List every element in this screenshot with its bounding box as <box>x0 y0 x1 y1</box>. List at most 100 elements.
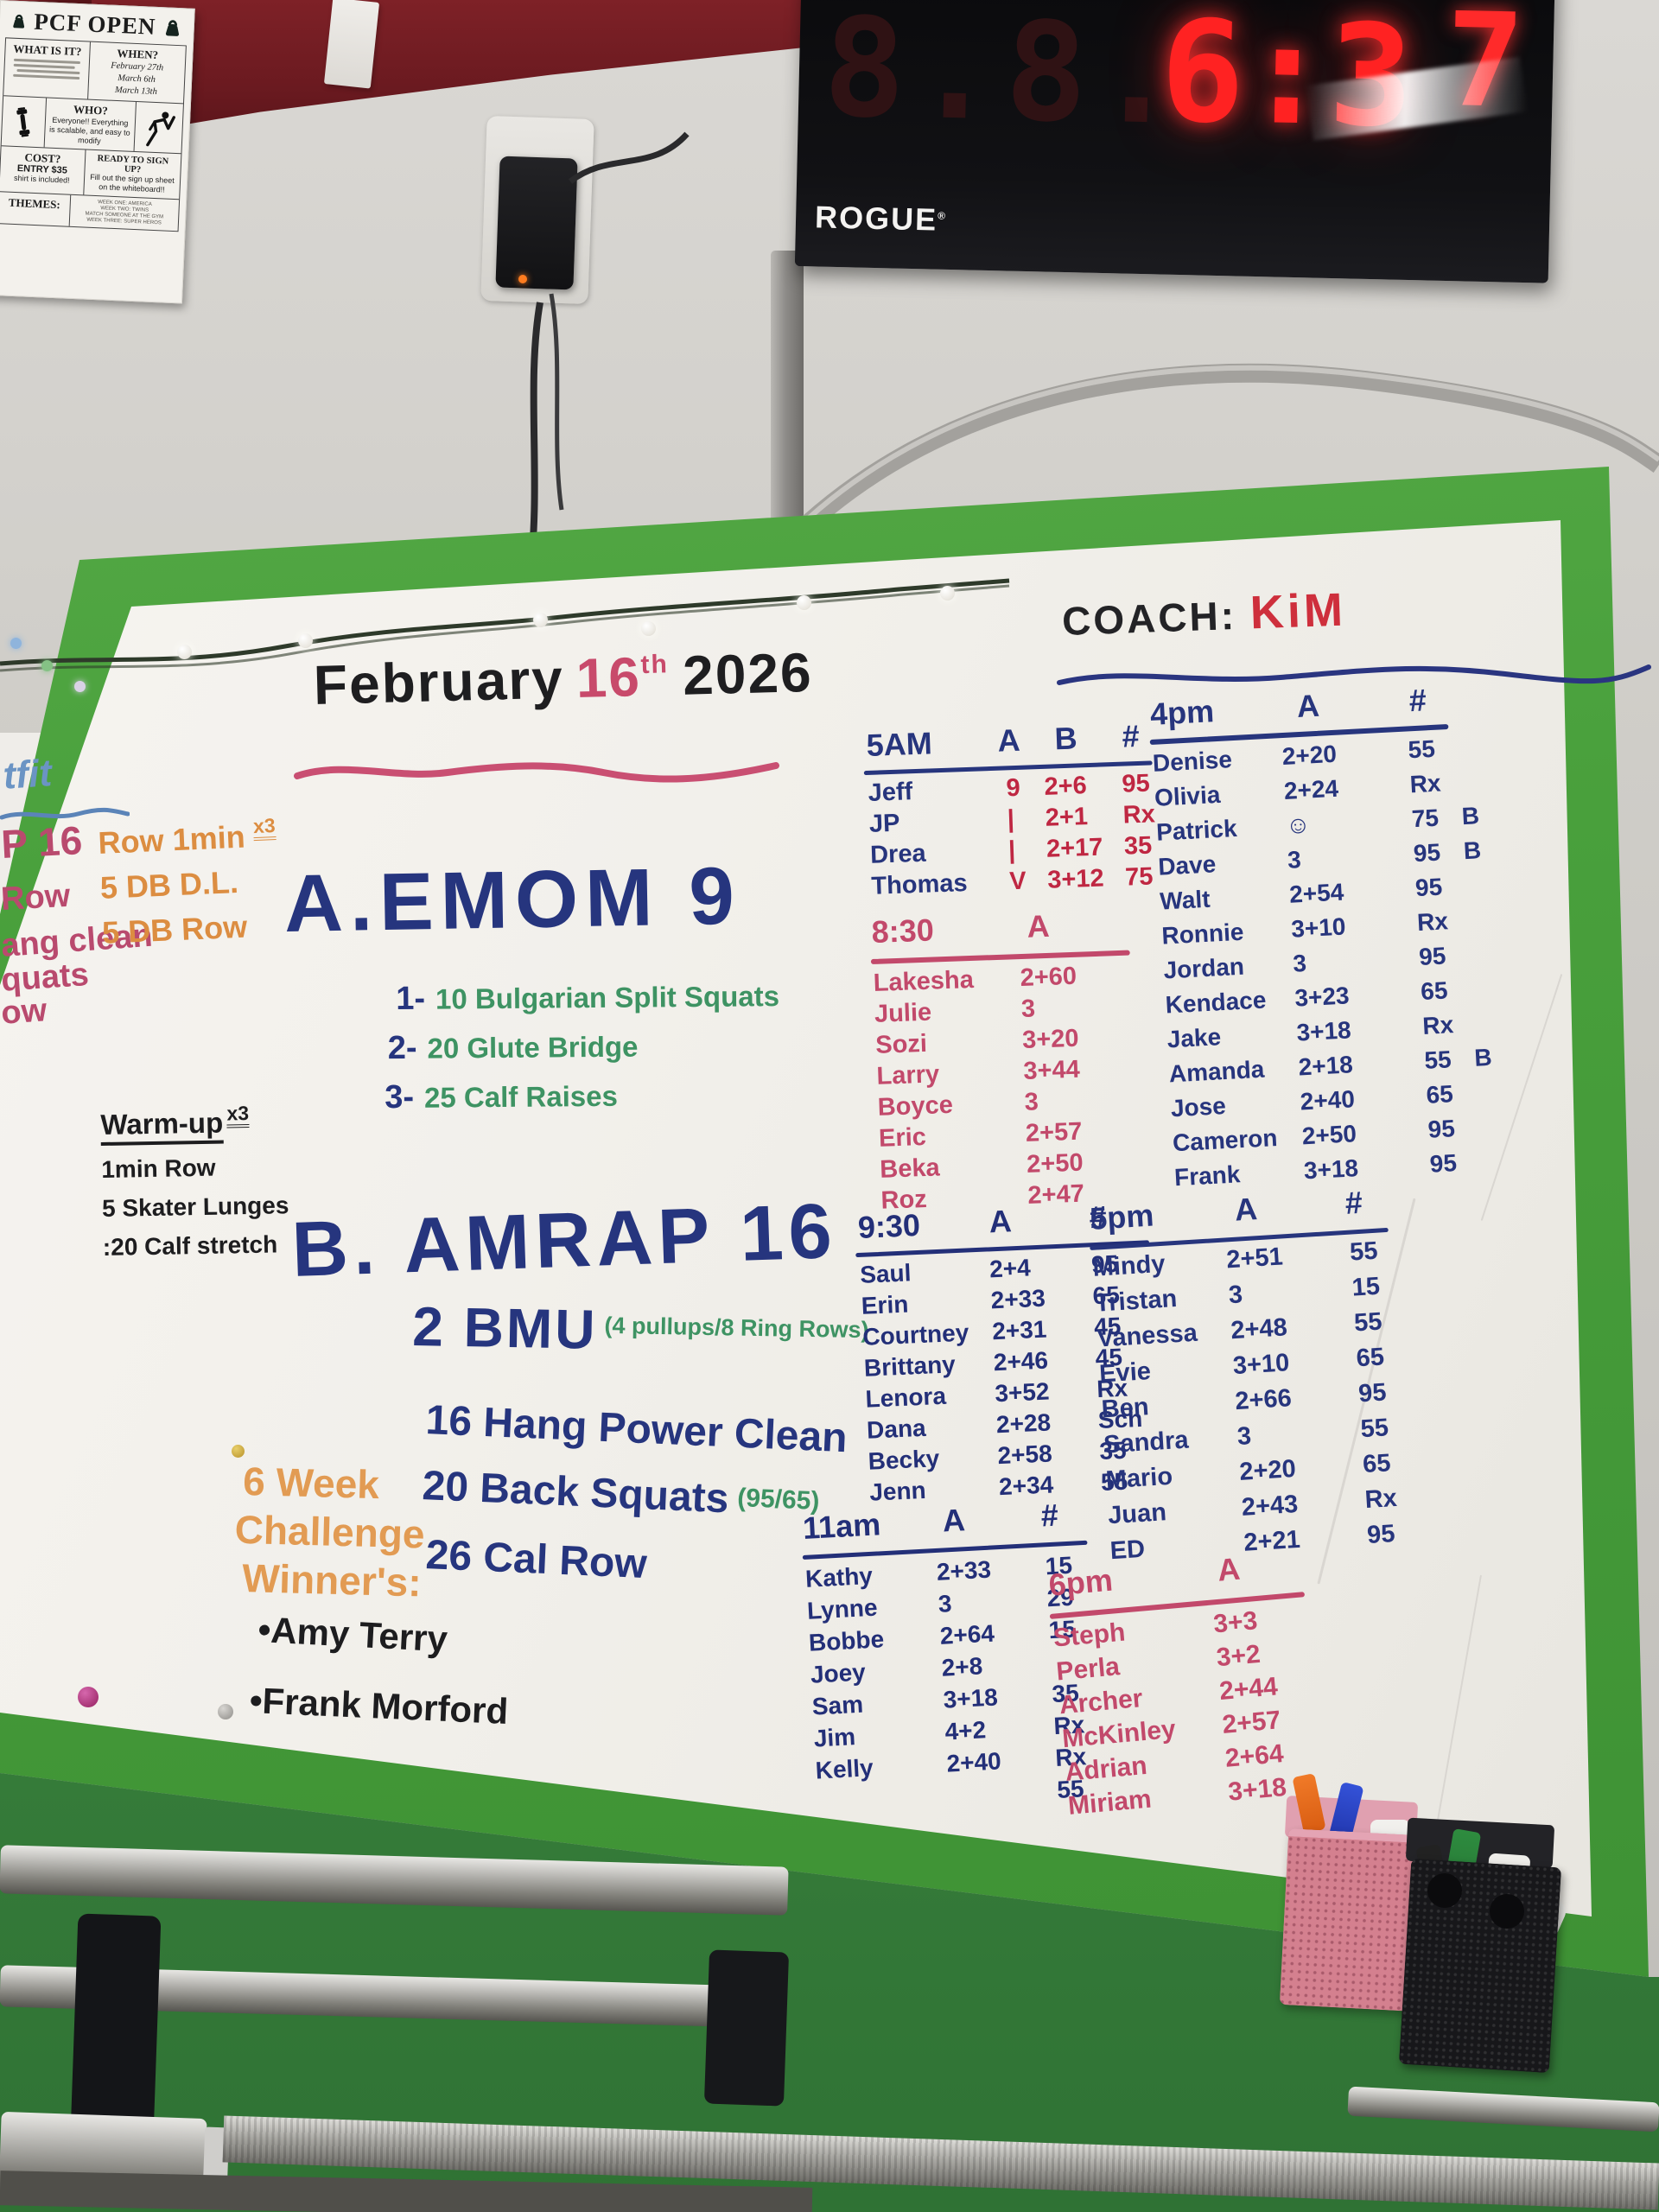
column-header-num: # <box>1121 717 1141 754</box>
attendance-row: JP | 2+1 Rx <box>868 800 1156 838</box>
side-warmup-line: Row 1min x3 <box>97 814 276 861</box>
date-day: 16 <box>575 645 642 710</box>
class-time: 11am <box>802 1506 882 1546</box>
column-header-num: # <box>1039 1497 1059 1534</box>
workout-a-item: 2- 20 Glute Bridge <box>387 1029 639 1067</box>
flyer-cost-cell: COST? ENTRY $35 shirt is included! <box>0 146 86 195</box>
workout-a-title: A.EMOM 9 <box>283 849 742 949</box>
warmup-title: Warm-up <box>100 1106 224 1146</box>
column-header-a: A <box>1216 1550 1242 1588</box>
warmup-block: Warm-up x3 1min Row 5 Skater Lunges :20 … <box>100 1101 290 1267</box>
class-time: 5AM <box>866 725 933 763</box>
mini-light-blue <box>10 638 22 649</box>
column-header-a: A <box>988 1203 1013 1240</box>
coach-name: KiM <box>1249 583 1347 639</box>
rack-bracket <box>70 1913 162 2138</box>
class-time: 4pm <box>1149 693 1216 732</box>
edge-fragment: Row <box>0 877 72 918</box>
warmup-item: :20 Calf stretch <box>102 1230 278 1261</box>
tiny-text-bar <box>13 73 79 80</box>
date-month: February <box>313 647 565 716</box>
class-time: 9:30 <box>857 1206 921 1245</box>
flyer-themes-cell: THEMES: <box>0 192 72 226</box>
rogue-timer-clock: 8.8. 6:3 7 ROGUE® <box>794 0 1555 283</box>
push-pin-magenta <box>78 1687 99 1707</box>
workout-b-title: B. AMRAP 16 <box>290 1187 839 1294</box>
attendance-row: Eric 2+57 <box>878 1117 1083 1153</box>
vertical-conduit-pipe <box>771 251 804 562</box>
mini-light-green <box>41 660 53 671</box>
flyer-title: PCF OPEN <box>33 8 157 40</box>
class-time: 5pm <box>1089 1197 1155 1236</box>
date-ordinal: th <box>640 650 670 680</box>
attendance-row: Larry 3+44 <box>876 1055 1081 1090</box>
edge-fragment-blue: tfit <box>2 752 54 798</box>
column-header-num: # <box>1408 682 1427 719</box>
coach-heading: COACH: KiM <box>1061 583 1347 646</box>
clock-dim-digits: 8.8. <box>821 0 1189 156</box>
workout-b-line1: 2 BMU (4 pullups/8 Ring Rows) <box>411 1294 869 1361</box>
pink-mesh-basket <box>1279 1828 1422 2012</box>
pcf-open-flyer: PCF OPEN WHAT IS IT? WHEN? February 27th… <box>0 0 195 304</box>
workout-b-line1-note: (4 pullups/8 Ring Rows) <box>604 1312 869 1344</box>
attendance-row: Lakesha 2+60 <box>873 962 1077 997</box>
adapter-led-light <box>518 275 527 283</box>
column-header-a: A <box>1295 687 1320 725</box>
column-header-a: A <box>996 721 1021 759</box>
edge-fragment-underline <box>0 807 130 820</box>
string-light-bulb <box>940 586 955 601</box>
kettlebell-icon <box>13 14 25 29</box>
side-warmup-reps: x3 <box>252 814 276 842</box>
string-light-bulb <box>177 645 192 659</box>
string-light-wire <box>0 578 1010 672</box>
string-light-bulb <box>533 613 548 627</box>
string-light-bulb <box>641 621 656 636</box>
flyer-signup-cell: READY TO SIGN UP? Fill out the sign up s… <box>90 154 175 194</box>
basket-magnet <box>1490 1894 1524 1929</box>
tiny-text-bar <box>13 58 80 65</box>
class-time: 6pm <box>1047 1561 1115 1603</box>
flyer-who-cell: WHO? Everyone!! Everything is scalable, … <box>44 98 137 151</box>
date-heading: February 16th 2026 <box>313 640 814 717</box>
attendance-row: Thomas V 3+12 75 <box>870 862 1154 900</box>
edge-fragment: ow <box>0 992 48 1032</box>
hanging-paper-tag <box>323 0 380 89</box>
edge-fragment: P 16 <box>0 817 84 867</box>
side-warmup-line: 5 DB Row <box>101 908 248 950</box>
rogue-logo: ROGUE® <box>814 199 948 238</box>
workout-a-item: 1- 10 Bulgarian Split Squats <box>396 980 780 1017</box>
flyer-dumbbell-cell <box>1 96 48 148</box>
string-light-bulb <box>298 633 313 648</box>
flyer-when-cell: WHEN? February 27th March 6th March 13th <box>110 46 164 98</box>
column-header-num: # <box>1344 1184 1363 1221</box>
tiny-text-bar <box>16 68 80 75</box>
warmup-item: 1min Row <box>101 1154 216 1183</box>
side-warmup-block: Row 1min x3 5 DB D.L. 5 DB Row <box>97 803 281 956</box>
dumbbell-icon <box>16 106 30 137</box>
challenge-title: 6 Week Challenge Winner's: <box>234 1458 426 1605</box>
column-header-a: A <box>941 1502 966 1539</box>
tiny-text-bar <box>13 63 75 69</box>
warmup-reps: x3 <box>226 1102 250 1128</box>
basket-magnet <box>1427 1873 1462 1908</box>
flyer-athlete-cell <box>134 102 183 153</box>
date-year: 2026 <box>682 640 814 707</box>
attendance-row: Sozi 3+20 <box>874 1024 1080 1059</box>
coach-underline-wave <box>1057 664 1651 685</box>
side-warmup-line: 5 DB D.L. <box>99 863 239 906</box>
kettlebell-icon <box>165 19 179 36</box>
workout-b-line4: 26 Cal Row <box>424 1531 648 1588</box>
column-header-a: A <box>1026 907 1051 944</box>
black-mesh-basket <box>1398 1858 1562 2074</box>
class-time: 8:30 <box>871 912 935 950</box>
workout-a-item: 3- 25 Calf Raises <box>385 1078 619 1116</box>
column-header-a: A <box>1233 1191 1259 1228</box>
string-light-bulb <box>797 595 811 610</box>
push-pin-silver <box>218 1704 233 1719</box>
attendance-row: Drea | 2+17 35 <box>869 831 1153 869</box>
flyer-themes-list: WEEK ONE: AMERICA WEEK TWO: TWINS MATCH … <box>85 200 164 226</box>
warmup-item: 5 Skater Lunges <box>101 1192 289 1222</box>
push-pin-gold <box>232 1445 245 1458</box>
